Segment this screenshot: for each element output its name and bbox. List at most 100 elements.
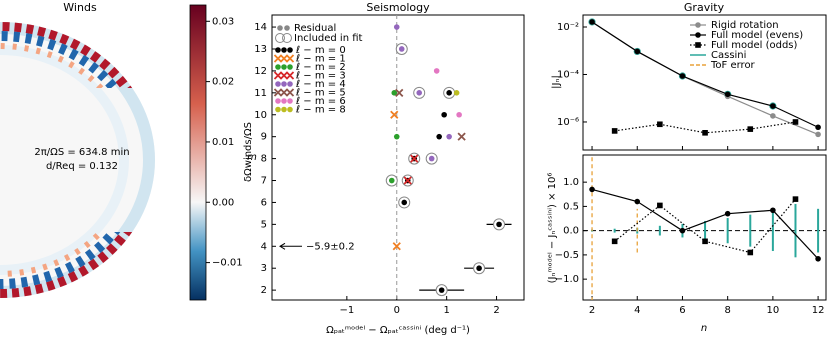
colorbar-tick-label: 0.00 [212, 197, 234, 208]
point [441, 111, 447, 118]
point [446, 133, 452, 140]
legend-marker [282, 33, 292, 43]
legend-marker [279, 71, 289, 80]
legend-label: ToF error [710, 60, 756, 71]
legend-marker [285, 71, 295, 80]
legend-marker [695, 32, 701, 38]
point [390, 110, 399, 119]
point [724, 210, 731, 217]
point [428, 155, 435, 162]
series-line [591, 188, 819, 260]
point [416, 90, 423, 96]
point [702, 129, 708, 136]
y-tick-label: 1.0 [563, 177, 579, 188]
legend-label: ℓ − m = 6 [296, 96, 346, 107]
point [815, 124, 821, 131]
legend-label: ℓ − m = 5 [296, 88, 346, 99]
legend-label: Included in fit [294, 33, 363, 44]
point [457, 132, 466, 141]
legend-marker [275, 81, 281, 87]
panel-title: Seismology [366, 1, 430, 14]
y-tick-label: 10 [254, 110, 267, 121]
y-tick-label: 10⁻⁴ [557, 69, 579, 80]
legend-marker [281, 47, 287, 53]
y-tick-label: 3 [261, 263, 267, 274]
y-tick-label: −1.0 [555, 274, 579, 285]
annotation: d/Req = 0.132 [46, 161, 118, 172]
y-axis-label: m [247, 152, 257, 163]
y-tick-label: 14 [254, 22, 267, 33]
plot-frame [271, 14, 525, 301]
point [589, 186, 595, 193]
point [770, 103, 776, 109]
colorbar-tick-label: 0.02 [212, 77, 234, 88]
colorbar [189, 4, 207, 301]
point [611, 238, 618, 245]
x-axis-label: Ωₚₐₜᵐᵒᵈᵉˡ − Ωₚₐₜᶜᵃˢˢⁱⁿⁱ (deg d⁻¹) [326, 325, 470, 336]
x-tick-label: 8 [724, 305, 730, 316]
point [398, 46, 405, 52]
legend-marker [281, 106, 287, 113]
legend-label: ℓ − m = 4 [296, 79, 346, 90]
y-tick-label: −0.5 [555, 250, 579, 261]
point [496, 221, 502, 228]
y-axis-label: |Jₙ| [551, 75, 562, 89]
y-tick-label: 11 [254, 88, 267, 99]
point [393, 24, 400, 30]
point [393, 133, 400, 140]
panel-title: Winds [63, 1, 97, 14]
point [388, 177, 395, 184]
legend-marker [281, 64, 287, 70]
legend-marker [287, 64, 293, 70]
panel-title: Gravity [684, 1, 725, 14]
x-tick-label: −1 [339, 305, 354, 316]
point [403, 176, 412, 185]
colorbar-label: δΩwinds/ΩS [243, 122, 254, 182]
point [747, 126, 754, 132]
annotation-arrow [279, 242, 302, 250]
legend-label: Rigid rotation [711, 20, 779, 31]
point [410, 154, 419, 163]
point [611, 128, 618, 134]
y-tick-label: 12 [254, 66, 267, 77]
point [657, 202, 663, 209]
legend-marker [695, 42, 701, 48]
legend-marker [275, 106, 281, 113]
point [634, 48, 641, 55]
y-tick-label: 2 [261, 285, 267, 296]
annotation: −5.9±0.2 [306, 241, 355, 252]
annotation: 2π/ΩS = 634.8 min [34, 147, 129, 158]
point [724, 91, 731, 98]
legend-marker [273, 88, 283, 97]
legend-label: Full model (evens) [711, 30, 803, 41]
point [770, 207, 776, 214]
plot-frame [582, 154, 827, 301]
y-tick-label: 5 [261, 219, 267, 230]
y-tick-label: 6 [261, 197, 267, 208]
point [395, 88, 404, 97]
data-layer [385, 24, 512, 297]
legend-label: Cassini [711, 50, 746, 61]
plot-frame [582, 14, 827, 151]
point [456, 111, 462, 118]
point [589, 19, 595, 25]
x-tick-label: 6 [679, 305, 685, 316]
x-tick-label: 1 [443, 305, 449, 316]
legend-marker [279, 88, 289, 97]
point [815, 131, 821, 138]
legend-marker [279, 54, 289, 63]
x-tick-label: 2 [493, 305, 499, 316]
y-tick-label: 9 [261, 132, 267, 143]
x-tick-label: 4 [634, 305, 640, 316]
legend-marker [275, 33, 285, 43]
legend-marker [275, 98, 281, 104]
legend-label: ℓ − m = 8 [296, 105, 346, 116]
bottom-data [589, 155, 821, 300]
legend-marker [285, 88, 295, 97]
x-tick-label: 2 [589, 305, 595, 316]
legend-label: ℓ − m = 2 [296, 62, 346, 73]
x-tick-label: 12 [812, 305, 825, 316]
y-tick-label: 4 [261, 241, 267, 252]
x-axis-label: n [701, 323, 707, 334]
